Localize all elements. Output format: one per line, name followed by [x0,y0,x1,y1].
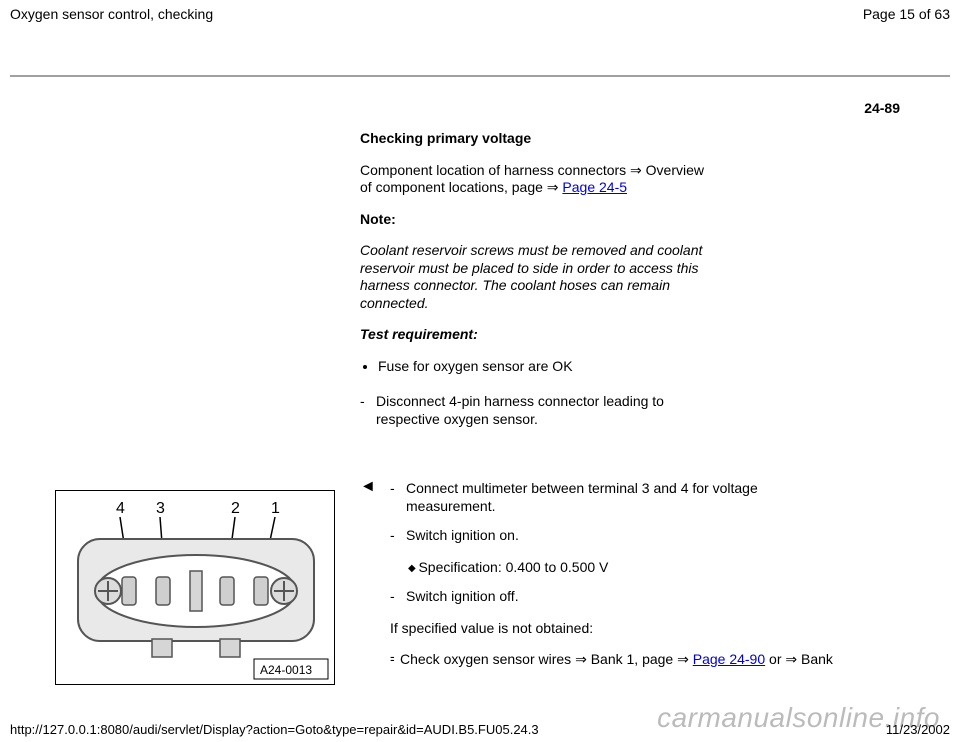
diagram-pointer-icon: ◄ [360,478,376,496]
header-rule [10,75,950,77]
second-content: Connect multimeter between terminal 3 an… [390,480,920,683]
note-label: Note: [360,211,830,229]
header-page-indicator: Page 15 of 63 [863,6,950,22]
pin-label-4: 4 [116,500,125,517]
footer-date: 11/23/2002 [886,722,950,737]
step-item: Switch ignition off. [390,588,920,606]
step-list-3: Switch ignition off. [390,588,920,606]
intro-paragraph: Component location of harness connectors… [360,162,710,197]
header-title: Oxygen sensor control, checking [10,6,213,22]
link-page-24-90[interactable]: Page 24-90 [693,651,765,667]
arrow-icon: ⇒ [575,651,587,667]
pin-label-2: 2 [231,500,240,517]
note-body: Coolant reservoir screws must be removed… [360,242,710,312]
arrow-icon: ⇒ [547,179,559,195]
connector-diagram: 4 3 2 1 [55,490,335,685]
conditional-text: If specified value is not obtained: [390,620,920,638]
step-item: Disconnect 4-pin harness connector leadi… [360,393,720,428]
link-page-24-5[interactable]: Page 24-5 [562,179,627,195]
requirement-item: Fuse for oxygen sensor are OK [378,358,830,376]
diagram-tag: A24-0013 [260,663,312,677]
step-list-4: - Check oxygen sensor wires ⇒ Bank 1, pa… [390,651,920,669]
spec-item: Specification: 0.400 to 0.500 V [408,559,920,577]
step-list-1: Disconnect 4-pin harness connector leadi… [360,393,720,428]
step-item: - Check oxygen sensor wires ⇒ Bank 1, pa… [390,651,920,669]
test-requirement-label: Test requirement: [360,326,830,344]
step-list-2: Connect multimeter between terminal 3 an… [390,480,920,545]
arrow-icon: ⇒ [785,651,797,667]
pin-label-1: 1 [271,500,280,517]
spec-list: Specification: 0.400 to 0.500 V [408,559,920,577]
pin-label-3: 3 [156,500,165,517]
footer-url: http://127.0.0.1:8080/audi/servlet/Displ… [10,722,539,737]
section-heading: Checking primary voltage [360,130,830,148]
footer: http://127.0.0.1:8080/audi/servlet/Displ… [10,722,950,737]
step-item: Connect multimeter between terminal 3 an… [390,480,846,515]
main-content: Checking primary voltage Component locat… [360,130,830,442]
requirement-list: Fuse for oxygen sensor are OK [378,358,830,376]
arrow-icon: ⇒ [630,162,642,178]
arrow-icon: ⇒ [677,651,689,667]
step-item: Switch ignition on. [390,527,920,545]
page-number: 24-89 [864,100,900,116]
